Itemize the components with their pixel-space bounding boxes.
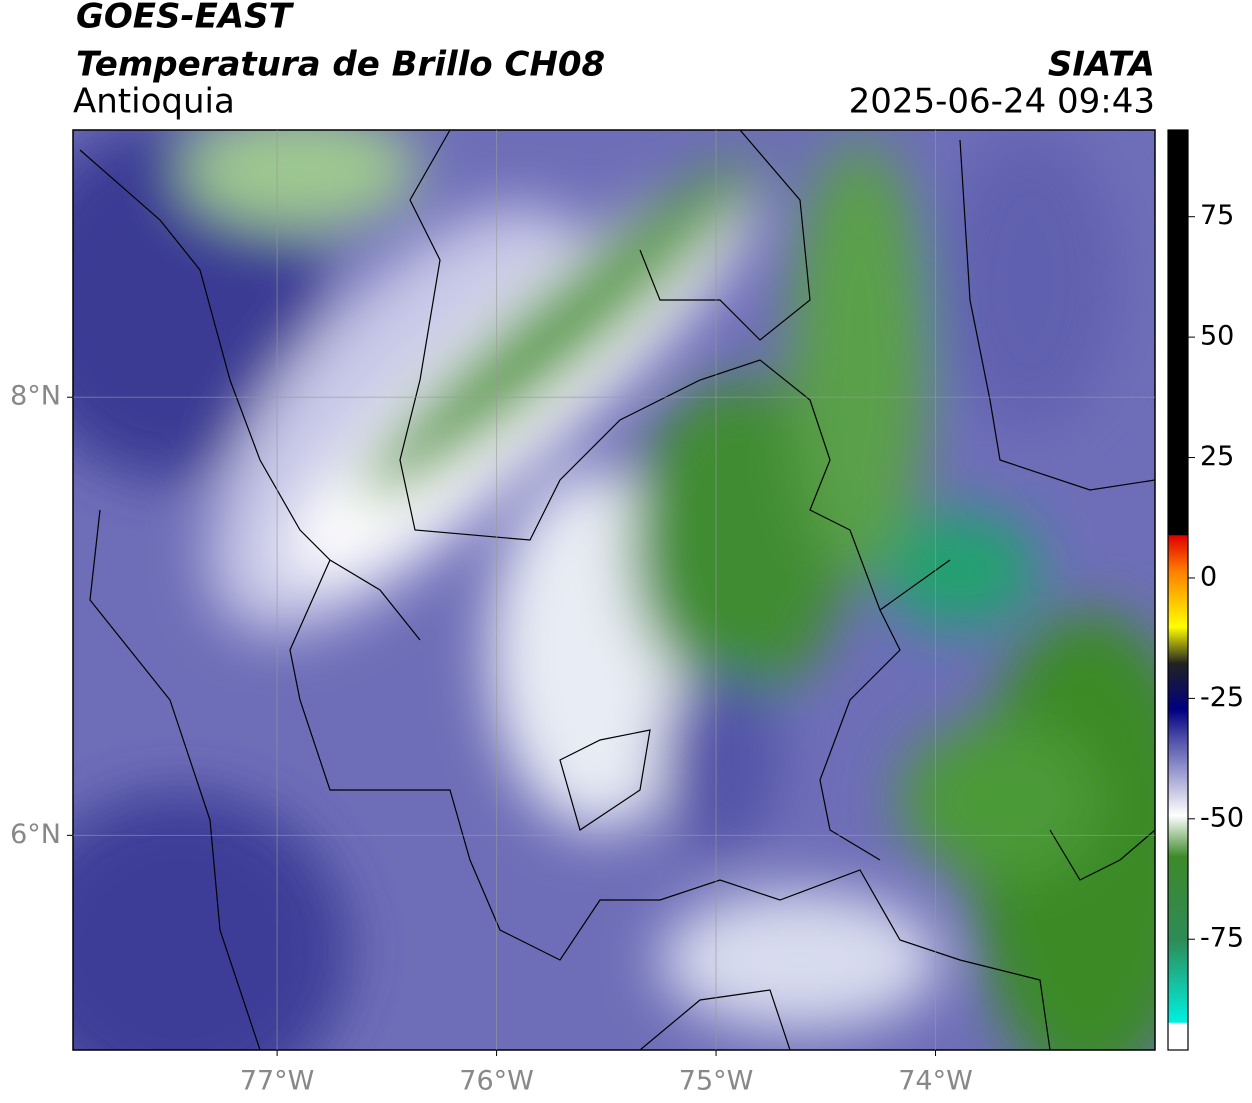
colorbar-label: -25 [1200, 682, 1244, 713]
x-tick-label: 75°W [679, 1066, 754, 1097]
colorbar-label: -75 [1200, 923, 1244, 954]
datetime: 2025-06-24 09:43 [849, 82, 1155, 122]
imagery [73, 130, 1155, 1050]
y-tick-label: 8°N [10, 381, 61, 412]
title: GOES-EAST [76, 0, 295, 37]
y-tick-label: 6°N [10, 819, 61, 850]
subtitle: Temperatura de Brillo CH08 [76, 45, 605, 85]
colorbar-label: 50 [1200, 321, 1234, 352]
colorbar-label: 25 [1200, 441, 1234, 472]
colorbar-label: -50 [1200, 802, 1244, 833]
map-frame [72, 129, 1156, 1051]
colorbar-label: 75 [1200, 200, 1234, 231]
colorbar [1167, 129, 1189, 1051]
x-tick-label: 76°W [459, 1066, 534, 1097]
source: SIATA [1048, 45, 1155, 85]
colorbar-label: 0 [1200, 561, 1217, 592]
region: Antioquia [73, 82, 235, 122]
x-tick-label: 74°W [898, 1066, 973, 1097]
x-tick-label: 77°W [240, 1066, 315, 1097]
